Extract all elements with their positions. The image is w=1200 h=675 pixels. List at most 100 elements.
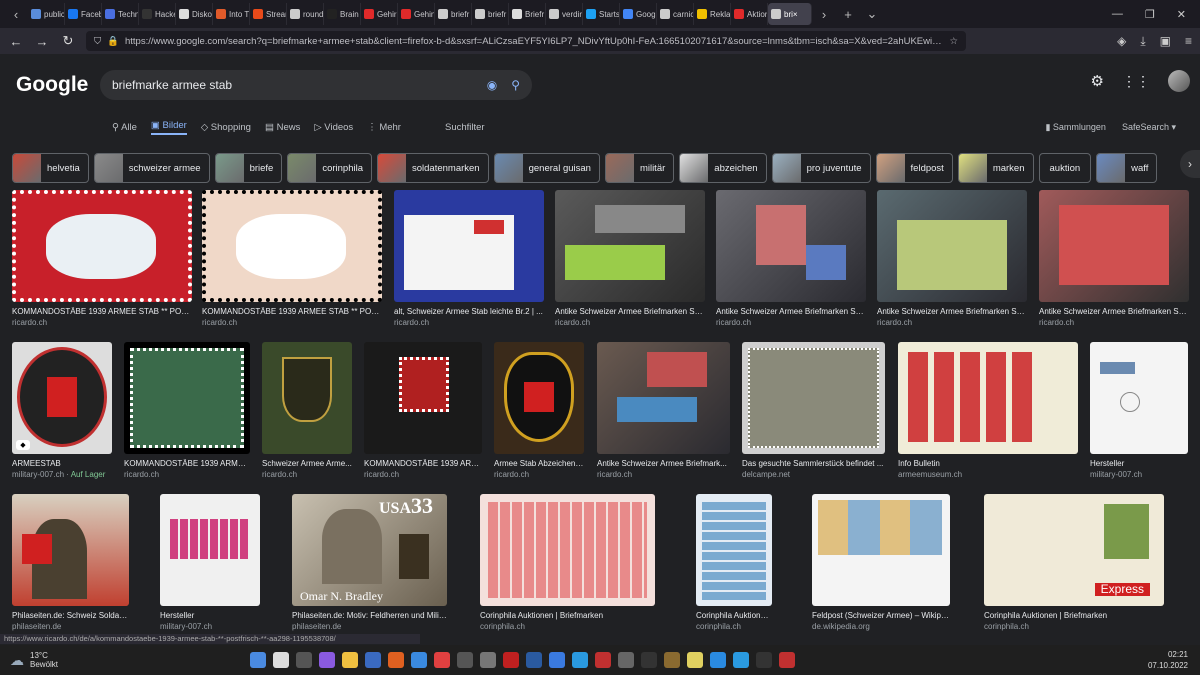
search-icon[interactable]: ⚲: [511, 78, 520, 92]
result-thumbnail[interactable]: [480, 494, 655, 606]
result-thumbnail[interactable]: [1039, 190, 1189, 302]
image-result[interactable]: Das gesuchte Sammlerstück befindet ... de…: [742, 342, 885, 480]
browser-tab[interactable]: Gehir: [361, 3, 398, 25]
tab-list-chevron-icon[interactable]: ⌄: [866, 6, 878, 21]
safesearch-button[interactable]: SafeSearch ▾: [1121, 121, 1176, 132]
image-result[interactable]: Feldpost (Schweizer Armee) – Wikipedia de…: [812, 494, 950, 632]
result-title[interactable]: KOMMANDOSTÄBE 1939 ARMEE STAB ** POST...: [202, 307, 382, 316]
browser-tab[interactable]: Techn: [102, 3, 139, 25]
tab-scroll-right-icon[interactable]: ›: [821, 6, 827, 22]
image-result[interactable]: KOMMANDOSTÄBE 1939 ARMEE STAB ** POST...…: [202, 190, 382, 328]
image-result[interactable]: Philaseiten.de: Schweiz Soldaten... phila…: [12, 494, 129, 632]
image-result[interactable]: KOMMANDOSTÄBE 1939 ARMEE... ricardo.ch: [124, 342, 250, 480]
browser-tab[interactable]: bri×: [768, 3, 812, 25]
result-source[interactable]: ricardo.ch: [716, 317, 866, 328]
tab-scroll-left-icon[interactable]: ‹: [13, 6, 19, 22]
image-result[interactable]: USA33 Omar N. Bradley Philaseiten.de: Moti…: [292, 494, 447, 632]
result-title[interactable]: Antike Schweizer Armee Briefmarken Se...: [1039, 307, 1189, 316]
result-source[interactable]: delcampe.net: [742, 469, 885, 480]
image-result[interactable]: Antike Schweizer Armee Briefmarken Se...…: [555, 190, 705, 328]
result-thumbnail[interactable]: Express: [984, 494, 1164, 606]
result-title[interactable]: Hersteller: [160, 611, 195, 620]
settings-gear-icon[interactable]: ⚙: [1090, 73, 1104, 90]
minimize-icon[interactable]: —: [1111, 7, 1123, 20]
result-thumbnail[interactable]: [12, 494, 129, 606]
taskbar-app-icon[interactable]: [342, 652, 358, 668]
result-thumbnail[interactable]: [262, 342, 352, 454]
browser-tab[interactable]: briefr: [435, 3, 472, 25]
browser-tab[interactable]: Briefr: [509, 3, 546, 25]
tab-news[interactable]: ▤ News: [264, 121, 301, 133]
image-result[interactable]: Schweizer Armee Arme... ricardo.ch: [262, 342, 352, 480]
result-thumbnail[interactable]: [898, 342, 1078, 454]
taskbar-app-icon[interactable]: [618, 652, 634, 668]
back-icon[interactable]: ←: [9, 33, 23, 49]
result-source[interactable]: philaseiten.de: [12, 621, 129, 632]
taskbar-app-icon[interactable]: [434, 652, 450, 668]
image-result[interactable]: Antike Schweizer Armee Briefmarken Se...…: [1039, 190, 1189, 328]
image-result[interactable]: Antike Schweizer Armee Briefmarken Se...…: [716, 190, 866, 328]
result-source[interactable]: ricardo.ch: [597, 469, 730, 480]
result-thumbnail[interactable]: [555, 190, 705, 302]
related-chip[interactable]: auktion: [1038, 153, 1092, 183]
related-chip[interactable]: corinphila: [287, 153, 372, 183]
search-box[interactable]: briefmarke armee stab ◉ ⚲: [100, 70, 532, 100]
taskbar-app-icon[interactable]: [664, 652, 680, 668]
related-chip[interactable]: militär: [604, 153, 675, 183]
result-thumbnail[interactable]: [716, 190, 866, 302]
browser-tab[interactable]: Reklar: [694, 3, 731, 25]
google-logo[interactable]: Google: [16, 73, 89, 96]
tab-all[interactable]: ⚲ Alle: [112, 121, 137, 133]
result-source[interactable]: de.wikipedia.org: [812, 621, 950, 632]
taskbar-app-icon[interactable]: [411, 652, 427, 668]
taskbar-app-icon[interactable]: [641, 652, 657, 668]
lens-icon[interactable]: ◉: [486, 78, 498, 92]
url-bar[interactable]: ⛉ 🔒 https://www.google.com/search?q=brie…: [86, 31, 966, 51]
taskbar-app-icon[interactable]: [388, 652, 404, 668]
browser-tab[interactable]: round: [287, 3, 324, 25]
image-result[interactable]: Express Corinphila Auktionen | Briefmarke…: [984, 494, 1164, 632]
result-title[interactable]: Corinphila Auktionen | Briefmarken: [480, 611, 604, 620]
taskbar-app-icon[interactable]: [549, 652, 565, 668]
reload-icon[interactable]: ↻: [62, 33, 74, 48]
result-thumbnail[interactable]: [394, 190, 544, 302]
weather-widget[interactable]: ☁ 13°C Bewölkt: [0, 651, 250, 669]
result-source[interactable]: ricardo.ch: [124, 469, 250, 480]
browser-tab[interactable]: briefr: [472, 3, 509, 25]
result-source[interactable]: philaseiten.de: [292, 621, 447, 632]
result-thumbnail[interactable]: [812, 494, 950, 606]
image-result[interactable]: Hersteller military-007.ch: [160, 494, 260, 632]
result-thumbnail[interactable]: [160, 494, 260, 606]
browser-tab[interactable]: Into T: [213, 3, 250, 25]
pocket-icon[interactable]: ◈: [1117, 33, 1127, 48]
taskbar-app-icon[interactable]: [572, 652, 588, 668]
browser-tab[interactable]: Strean: [250, 3, 287, 25]
result-source[interactable]: corinphila.ch: [480, 621, 655, 632]
result-source[interactable]: ricardo.ch: [494, 469, 584, 480]
result-source[interactable]: ricardo.ch: [262, 469, 352, 480]
tab-more[interactable]: ⋮ Mehr: [367, 121, 401, 133]
tab-shopping[interactable]: ◇ Shopping: [200, 121, 251, 133]
result-thumbnail[interactable]: [742, 342, 885, 454]
result-thumbnail[interactable]: [124, 342, 250, 454]
image-result[interactable]: Corinphila Auktionen | Briefm... corinphi…: [696, 494, 772, 632]
taskbar-app-icon[interactable]: [756, 652, 772, 668]
result-title[interactable]: Antike Schweizer Armee Briefmarken Se...: [555, 307, 705, 316]
result-source[interactable]: corinphila.ch: [696, 621, 772, 632]
close-icon[interactable]: ✕: [1176, 8, 1186, 21]
result-source[interactable]: military-007.ch: [160, 621, 260, 632]
result-thumbnail[interactable]: [877, 190, 1027, 302]
windows-start-icon[interactable]: [250, 652, 266, 668]
image-result[interactable]: Antike Schweizer Armee Briefmark... ricar…: [597, 342, 730, 480]
browser-tab[interactable]: public: [28, 3, 65, 25]
related-chip[interactable]: waff: [1096, 153, 1158, 183]
shield-icon[interactable]: ⛉: [94, 35, 102, 47]
result-source[interactable]: ricardo.ch: [394, 317, 544, 328]
taskbar-app-icon[interactable]: [503, 652, 519, 668]
result-title[interactable]: Antike Schweizer Armee Briefmarken Se...: [877, 307, 1027, 316]
result-title[interactable]: KOMMANDOSTÄBE 1939 ARMEE...: [124, 459, 250, 468]
result-title[interactable]: Das gesuchte Sammlerstück befindet ...: [742, 459, 884, 468]
result-source[interactable]: ricardo.ch: [364, 469, 482, 480]
result-title[interactable]: Antike Schweizer Armee Briefmark...: [597, 459, 727, 468]
result-thumbnail[interactable]: [597, 342, 730, 454]
